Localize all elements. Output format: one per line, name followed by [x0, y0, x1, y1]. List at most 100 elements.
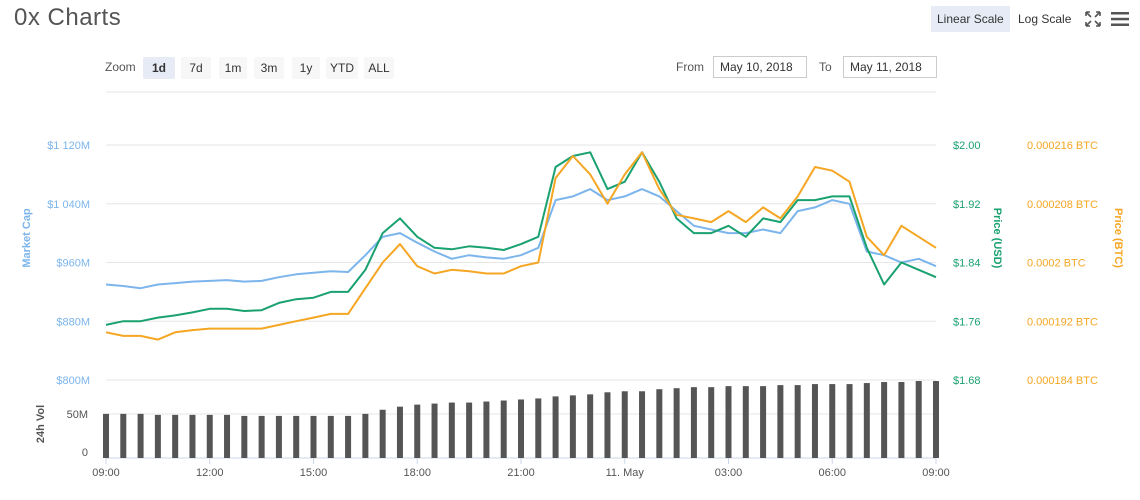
volume-bar [777, 385, 784, 458]
price-usd-line[interactable] [105, 151, 937, 326]
volume-bar [621, 391, 628, 458]
page-title: 0x Charts [14, 4, 122, 31]
volume-bar [915, 381, 922, 458]
volume-bar [362, 413, 369, 458]
price-btc-tick-label: 0.000216 BTC [1027, 140, 1098, 152]
volume-bar [760, 386, 767, 458]
volume-bar [500, 400, 507, 458]
volume-bar [708, 387, 715, 458]
volume-bar [275, 415, 282, 458]
volume-bar [881, 382, 888, 458]
x-tick-label: 15:00 [300, 467, 328, 479]
from-date-input[interactable]: May 10, 2018 [713, 56, 807, 78]
price-usd-tick-label: $1.92 [953, 199, 981, 211]
zoom-7d-button[interactable]: 7d [181, 57, 211, 79]
price-btc-axis-title: Price (BTC) [1112, 208, 1124, 268]
market-cap-line[interactable] [105, 188, 937, 290]
zoom-label: Zoom [105, 60, 136, 74]
volume-bar [137, 413, 144, 458]
volume-bar [431, 403, 438, 458]
volume-bar [466, 402, 473, 458]
volume-bar [448, 402, 455, 458]
volume-bar [794, 385, 801, 458]
volume-bar [258, 415, 265, 458]
volume-bar [639, 391, 646, 458]
log-scale-button[interactable]: Log Scale [1018, 12, 1072, 26]
market-cap-tick-label: $1 120M [47, 140, 90, 152]
price-btc-tick-label: 0.000184 BTC [1027, 375, 1098, 387]
volume-bar [379, 409, 386, 458]
volume-bar [811, 384, 818, 458]
from-label: From [676, 60, 704, 74]
volume-bar [518, 399, 524, 458]
price-usd-tick-label: $2.00 [953, 140, 981, 152]
volume-bar [172, 414, 179, 458]
volume-bar [293, 415, 300, 458]
zoom-1m-button[interactable]: 1m [219, 57, 247, 79]
volume-bar [933, 381, 939, 458]
price-btc-tick-label: 0.000208 BTC [1027, 199, 1098, 211]
volume-bar [690, 387, 697, 458]
x-tick-label: 18:00 [403, 467, 431, 479]
to-date-input[interactable]: May 11, 2018 [843, 56, 937, 78]
volume-bar [673, 388, 680, 458]
volume-bar [154, 414, 161, 458]
zoom-ytd-button[interactable]: YTD [326, 57, 358, 79]
expand-icon[interactable] [1083, 9, 1103, 29]
volume-axis-title: 24h Vol [35, 405, 47, 443]
price-btc-tick-label: 0.000192 BTC [1027, 316, 1098, 328]
x-tick-label: 11. May [606, 467, 645, 479]
volume-bar [742, 386, 749, 458]
volume-bar [535, 398, 542, 458]
x-tick-label: 09:00 [92, 467, 120, 479]
volume-bar [120, 413, 127, 458]
market-cap-tick-label: $960M [56, 258, 90, 270]
volume-bar [552, 396, 559, 458]
volume-bar [656, 389, 663, 458]
price-btc-line[interactable] [105, 151, 937, 341]
volume-bar [569, 395, 576, 458]
volume-bar [604, 392, 611, 458]
x-tick-label: 06:00 [818, 467, 846, 479]
market-cap-tick-label: $800M [56, 375, 90, 387]
hamburger-menu-icon[interactable] [1110, 9, 1130, 29]
price-usd-tick-label: $1.84 [953, 258, 981, 270]
market-cap-axis-title: Market Cap [21, 208, 33, 268]
zoom-1y-button[interactable]: 1y [292, 57, 320, 79]
x-tick-label: 09:00 [922, 467, 950, 479]
volume-tick-label: 0 [82, 447, 88, 459]
volume-bar [725, 386, 732, 458]
volume-bar [206, 414, 213, 458]
volume-bar [310, 415, 317, 458]
volume-bar [103, 413, 109, 458]
volume-bar [898, 382, 905, 458]
zoom-1d-button[interactable]: 1d [143, 57, 175, 79]
volume-bar [241, 415, 248, 458]
market-cap-tick-label: $880M [56, 316, 90, 328]
volume-bar [829, 384, 836, 458]
volume-bar [224, 414, 231, 458]
volume-bar [587, 394, 594, 458]
zoom-all-button[interactable]: ALL [364, 57, 394, 79]
price-usd-axis-title: Price (USD) [991, 208, 1003, 269]
volume-tick-label: 50M [67, 409, 88, 421]
price-usd-tick-label: $1.68 [953, 375, 981, 387]
volume-bar [345, 415, 352, 458]
volume-bar [414, 404, 421, 458]
zoom-3m-button[interactable]: 3m [254, 57, 284, 79]
price-btc-tick-label: 0.0002 BTC [1027, 258, 1086, 270]
volume-bar [327, 415, 334, 458]
volume-bar [396, 406, 403, 458]
volume-bar [483, 401, 490, 458]
volume-bar [189, 414, 196, 458]
linear-scale-button[interactable]: Linear Scale [931, 6, 1010, 32]
market-cap-tick-label: $1 040M [47, 199, 90, 211]
x-tick-label: 12:00 [196, 467, 224, 479]
price-usd-tick-label: $1.76 [953, 316, 981, 328]
x-tick-label: 21:00 [507, 467, 535, 479]
to-label: To [819, 60, 832, 74]
volume-bar [863, 383, 870, 458]
x-tick-label: 03:00 [715, 467, 743, 479]
volume-bar [846, 384, 853, 458]
